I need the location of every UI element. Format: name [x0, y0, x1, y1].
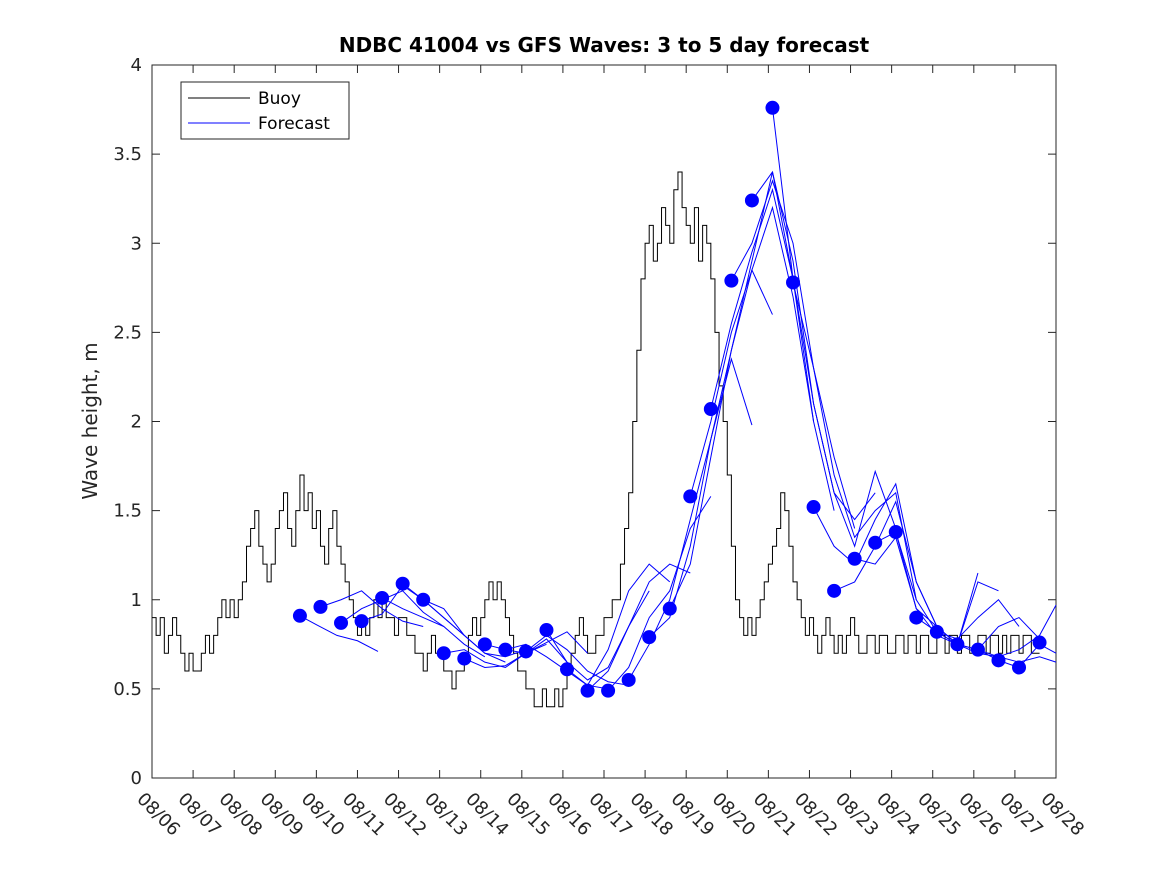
- forecast-marker: [498, 642, 513, 657]
- forecast-line: [546, 590, 650, 681]
- forecast-line: [464, 638, 568, 668]
- forecast-marker: [909, 610, 924, 625]
- forecast-marker: [621, 672, 636, 687]
- forecast-line: [381, 597, 486, 658]
- forecast-line: [566, 563, 671, 687]
- forecast-marker: [847, 551, 862, 566]
- forecast-marker: [601, 683, 616, 698]
- forecast-marker: [970, 642, 985, 657]
- legend-box: [180, 81, 350, 140]
- forecast-line: [607, 496, 712, 691]
- forecast-line: [628, 357, 753, 681]
- forecast-line: [730, 179, 856, 529]
- forecast-marker: [436, 646, 451, 661]
- forecast-markers: [292, 100, 1047, 698]
- buoy-series: [152, 171, 1040, 708]
- forecast-marker: [929, 624, 944, 639]
- forecast-marker: [786, 275, 801, 290]
- legend-buoy-label: Buoy: [258, 89, 301, 109]
- forecast-marker: [724, 273, 739, 288]
- y-tick-label: 1: [131, 590, 142, 611]
- forecast-line: [299, 615, 379, 652]
- legend: Buoy Forecast: [180, 81, 350, 140]
- forecast-marker: [765, 100, 780, 115]
- forecast-marker: [868, 535, 883, 550]
- forecast-marker: [642, 630, 657, 645]
- forecast-marker: [827, 583, 842, 598]
- y-tick-label: 0.5: [113, 679, 142, 700]
- forecast-marker: [518, 644, 533, 659]
- forecast-marker: [888, 525, 903, 540]
- forecast-marker: [950, 637, 965, 652]
- y-tick-label: 2.5: [113, 322, 142, 343]
- forecast-marker: [683, 489, 698, 504]
- y-tick-label: 2: [131, 412, 142, 433]
- y-tick-label: 3: [131, 233, 142, 254]
- y-tick-label: 0: [131, 768, 142, 789]
- chart-title: NDBC 41004 vs GFS Waves: 3 to 5 day fore…: [339, 33, 870, 57]
- forecast-line: [710, 187, 835, 511]
- forecast-marker: [539, 623, 554, 638]
- forecast-marker: [560, 662, 575, 677]
- forecast-marker: [375, 590, 390, 605]
- y-axis-label: Wave height, m: [78, 342, 102, 499]
- forecast-marker: [354, 614, 369, 629]
- y-axis-ticks: 0 0.5 1 1.5 2 2.5 3 3.5 4: [113, 55, 1056, 789]
- y-tick-label: 3.5: [113, 144, 142, 165]
- forecast-marker: [477, 637, 492, 652]
- forecast-line: [689, 205, 815, 497]
- forecast-marker: [1012, 660, 1027, 675]
- legend-forecast-label: Forecast: [258, 114, 330, 134]
- forecast-marker: [313, 599, 328, 614]
- forecast-marker: [334, 615, 349, 630]
- forecast-series: [299, 107, 1057, 692]
- forecast-line: [525, 634, 629, 686]
- buoy-line: [152, 171, 1040, 708]
- y-tick-label: 4: [131, 55, 142, 76]
- forecast-marker: [1032, 635, 1047, 650]
- forecast-marker: [806, 500, 821, 515]
- forecast-marker: [703, 402, 718, 417]
- forecast-line: [320, 590, 424, 627]
- forecast-marker: [416, 592, 431, 607]
- forecast-line: [340, 590, 445, 627]
- y-tick-label: 1.5: [113, 501, 142, 522]
- forecast-marker: [662, 601, 677, 616]
- forecast-marker: [395, 576, 410, 591]
- forecast-marker: [744, 193, 759, 208]
- forecast-line: [792, 282, 917, 600]
- forecast-marker: [580, 683, 595, 698]
- forecast-marker: [292, 608, 307, 623]
- forecast-marker: [991, 653, 1006, 668]
- forecast-marker: [457, 651, 472, 666]
- forecast-line: [587, 563, 691, 692]
